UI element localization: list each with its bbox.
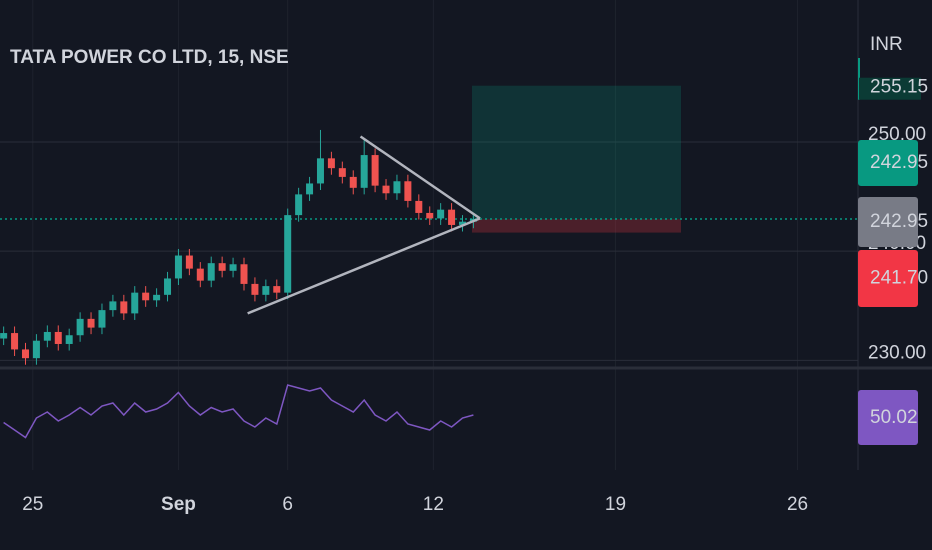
x-tick-label: 12 — [423, 494, 444, 515]
candle-body — [382, 185, 390, 194]
target-zone — [471, 85, 682, 219]
candle-body — [295, 194, 303, 216]
candle-body — [316, 158, 324, 184]
candle-body — [218, 263, 226, 271]
candle-body — [284, 215, 292, 293]
rsi-line — [3, 384, 474, 439]
rsi-label: 50.02 — [870, 407, 918, 428]
trend-line — [359, 135, 481, 220]
price-label-box — [858, 250, 918, 307]
candle-body — [349, 176, 357, 188]
candle-body — [306, 183, 314, 195]
candle-body — [0, 333, 8, 339]
currency-label: INR — [870, 34, 903, 55]
x-tick-label: 25 — [22, 494, 43, 515]
candle-body — [11, 333, 19, 350]
candle-body — [426, 212, 434, 219]
candle-body — [262, 286, 270, 295]
candle-body — [251, 283, 259, 295]
candle-body — [360, 155, 368, 188]
candle-body — [120, 301, 128, 314]
candle-body — [43, 331, 51, 341]
candle-body — [131, 292, 139, 314]
y-tick-label: 250.00 — [868, 124, 926, 145]
candle-body — [393, 181, 401, 194]
candle-body — [87, 318, 95, 328]
y-tick-label: 230.00 — [868, 342, 926, 363]
candle-body — [273, 286, 281, 293]
candle-body — [109, 301, 117, 311]
candle-body — [207, 263, 215, 281]
candle-body — [98, 310, 106, 328]
price-label: 242.95 — [870, 211, 928, 232]
candle-body — [174, 255, 182, 279]
price-label: 242.95 — [870, 152, 928, 173]
candle-body — [185, 255, 193, 269]
trend-line — [247, 217, 481, 315]
x-tick-label: 6 — [282, 494, 293, 515]
candle-body — [65, 335, 73, 344]
candle-body — [76, 318, 84, 336]
candle-body — [459, 221, 467, 225]
target-label: 255.15 — [870, 77, 928, 98]
candle-body — [338, 168, 346, 177]
candle-body — [437, 209, 445, 219]
candle-body — [448, 209, 456, 225]
candle-body — [32, 340, 40, 359]
chart-title: TATA POWER CO LTD, 15, NSE — [10, 47, 289, 68]
candle-body — [54, 331, 62, 344]
candle-body — [21, 349, 29, 359]
x-tick-label: 26 — [787, 494, 808, 515]
candle-body — [415, 200, 423, 213]
candle-body — [196, 268, 204, 281]
candle-body — [229, 264, 237, 271]
candle-body — [371, 155, 379, 186]
x-tick-label: 19 — [605, 494, 626, 515]
candle-body — [327, 158, 335, 169]
candle-body — [153, 294, 161, 301]
price-label: 241.70 — [870, 268, 928, 289]
rsi-label-box — [858, 390, 918, 445]
x-tick-label: Sep — [161, 494, 196, 515]
candle-body — [142, 292, 150, 301]
candle-body — [164, 278, 172, 295]
candle-body — [240, 264, 248, 284]
candle-body — [404, 181, 412, 201]
stop-zone — [471, 218, 682, 233]
price-label-box — [858, 140, 918, 186]
target-label-box — [859, 77, 921, 100]
price-label-box — [858, 197, 918, 247]
